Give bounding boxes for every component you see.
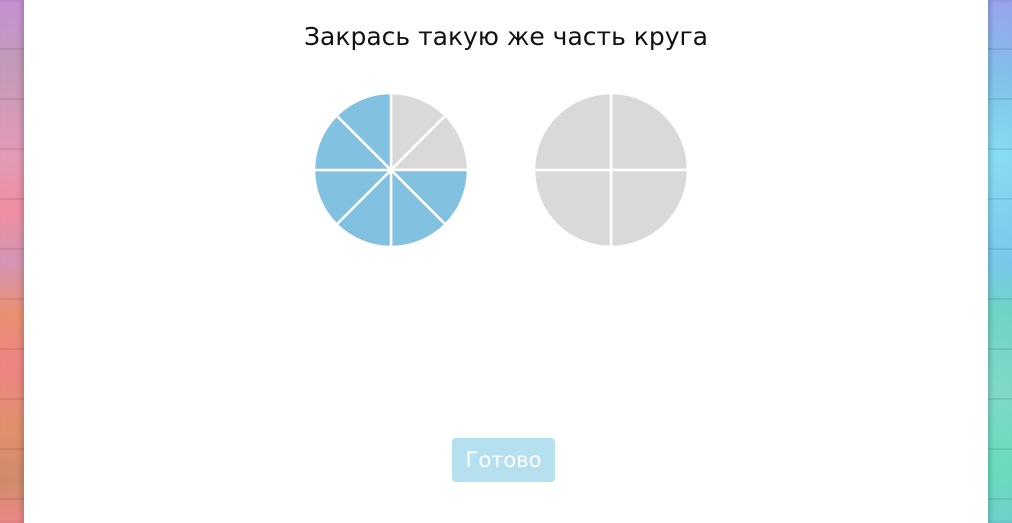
done-button[interactable]: Готово bbox=[452, 438, 555, 482]
decorative-border-left bbox=[0, 0, 24, 523]
circle-sector[interactable] bbox=[609, 168, 689, 248]
task-title: Закрась такую же часть круга bbox=[304, 22, 708, 51]
circle-sector[interactable] bbox=[533, 92, 613, 172]
answer-circle[interactable] bbox=[533, 92, 689, 248]
circle-sector[interactable] bbox=[609, 92, 689, 172]
circle-sector[interactable] bbox=[533, 168, 613, 248]
circle-sector bbox=[334, 92, 393, 174]
sample-circle bbox=[313, 92, 469, 248]
decorative-border-right bbox=[988, 0, 1012, 523]
